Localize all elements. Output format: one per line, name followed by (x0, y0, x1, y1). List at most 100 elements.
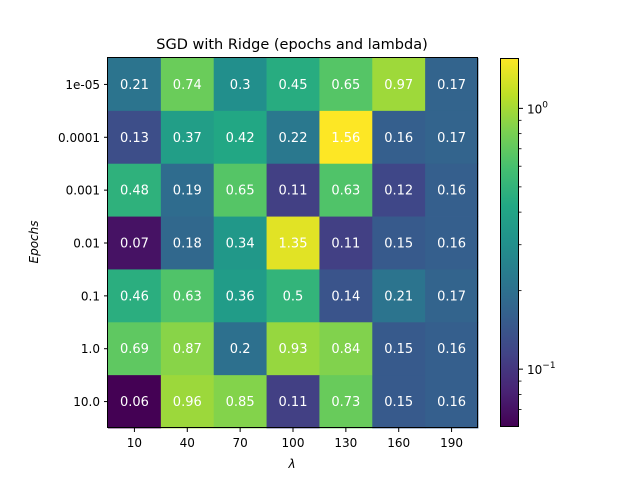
cell-value-label: 0.65 (226, 184, 255, 199)
cell-value-label: 0.16 (437, 237, 466, 252)
cell-value-label: 0.16 (437, 342, 466, 357)
cell-value-label: 0.11 (279, 184, 308, 199)
heatmap-cell (425, 216, 479, 270)
colorbar: 100 10−1 (500, 58, 556, 427)
heatmap-cell (266, 269, 320, 323)
cell-value-labels: 0.21 0.74 0.3 0.45 0.65 0.97 0.17 0.13 0.37 0.42 0… (120, 78, 466, 410)
heatmap-cell (108, 375, 162, 429)
colorbar-ticks: 100 10−1 (519, 100, 556, 410)
cell-value-label: 0.65 (331, 78, 360, 93)
cell-value-label: 0.5 (283, 289, 304, 304)
x-tick-label: 130 (334, 436, 357, 450)
cell-value-label: 0.97 (384, 78, 413, 93)
y-tick-label: 1.0 (81, 342, 100, 356)
cell-value-label: 0.21 (120, 78, 149, 93)
cell-value-label: 0.16 (437, 184, 466, 199)
heatmap-cell (108, 269, 162, 323)
cell-value-label: 1.35 (279, 237, 308, 252)
heatmap-cell (425, 58, 479, 112)
heatmap-cell (160, 58, 215, 112)
cell-value-label: 0.15 (384, 342, 413, 357)
heatmap-cell (266, 216, 320, 270)
colorbar-tick-label: 100 (527, 100, 548, 116)
cell-value-label: 0.84 (331, 342, 360, 357)
heatmap-cell (372, 216, 426, 270)
heatmap-cells (108, 58, 479, 429)
heatmap-cell (319, 269, 373, 323)
cell-value-label: 0.3 (230, 78, 251, 93)
cell-value-label: 0.22 (279, 131, 308, 146)
x-tick-label: 100 (282, 436, 305, 450)
heatmap-cell (108, 163, 162, 217)
cell-value-label: 0.11 (279, 395, 308, 410)
colorbar-gradient (500, 58, 519, 427)
heatmap-cell (108, 216, 162, 270)
cell-value-label: 0.11 (331, 237, 360, 252)
y-tick-label: 0.01 (73, 237, 100, 251)
heatmap-cell (319, 58, 373, 112)
cell-value-label: 0.15 (384, 395, 413, 410)
heatmap-cell (425, 163, 479, 217)
heatmap-cell (372, 58, 426, 112)
cell-value-label: 0.45 (279, 78, 308, 93)
heatmap-cell (372, 375, 426, 429)
cell-value-label: 0.96 (173, 395, 202, 410)
cell-value-label: 0.46 (120, 289, 149, 304)
colorbar-frame (500, 58, 519, 427)
cell-value-label: 0.63 (331, 184, 360, 199)
y-axis-ticks: 1e-05 0.0001 0.001 0.01 0.1 1.0 10.0 (58, 78, 108, 409)
heatmap-cell (319, 322, 373, 376)
cell-value-label: 0.85 (226, 395, 255, 410)
cell-value-label: 0.18 (173, 237, 202, 252)
cell-value-label: 0.63 (173, 289, 202, 304)
cell-value-label: 0.74 (173, 78, 202, 93)
cell-value-label: 0.73 (331, 395, 360, 410)
heatmap-cell (266, 375, 320, 429)
y-tick-label: 1e-05 (65, 78, 100, 92)
cell-value-label: 0.19 (173, 184, 202, 199)
heatmap-cell (319, 375, 373, 429)
cell-value-label: 0.16 (384, 131, 413, 146)
cell-value-label: 0.93 (279, 342, 308, 357)
cell-value-label: 0.16 (437, 395, 466, 410)
heatmap-cell (213, 375, 267, 429)
colorbar-tick-label: 10−1 (527, 361, 556, 377)
y-tick-label: 0.0001 (58, 131, 100, 145)
chart-title: SGD with Ridge (epochs and lambda) (156, 37, 428, 53)
heatmap-cell (213, 163, 267, 217)
heatmap-cell (372, 269, 426, 323)
heatmap-cell (213, 58, 267, 112)
x-tick-label: 10 (127, 436, 142, 450)
heatmap-cell (213, 110, 267, 165)
x-tick-label: 160 (387, 436, 410, 450)
heatmap-cell (266, 58, 320, 112)
heatmap-cell (213, 216, 267, 270)
heatmap-cell (319, 216, 373, 270)
cell-value-label: 0.17 (437, 78, 466, 93)
heatmap-cell (160, 216, 215, 270)
cell-value-label: 0.12 (384, 184, 413, 199)
heatmap-cell (160, 322, 215, 376)
x-axis-ticks: 10 40 70 100 130 160 190 (127, 428, 463, 450)
y-tick-label: 0.001 (66, 184, 100, 198)
y-axis-label: Epochs (27, 221, 41, 264)
cell-value-label: 0.37 (173, 131, 202, 146)
heatmap-cell (213, 269, 267, 323)
heatmap-cell (425, 375, 479, 429)
cell-value-label: 0.13 (120, 131, 149, 146)
heatmap-cell (372, 163, 426, 217)
heatmap-cell (108, 322, 162, 376)
cell-value-label: 0.17 (437, 289, 466, 304)
heatmap-cell (266, 163, 320, 217)
heatmap-cell (372, 322, 426, 376)
heatmap-cell (425, 110, 479, 165)
heatmap-cell (266, 322, 320, 376)
cell-value-label: 0.36 (226, 289, 255, 304)
y-tick-label: 10.0 (73, 395, 100, 409)
heatmap-cell (319, 110, 373, 165)
cell-value-label: 0.42 (226, 131, 255, 146)
heatmap-cell (266, 110, 320, 165)
x-axis-label: λ (287, 457, 295, 471)
heatmap-cell (425, 269, 479, 323)
